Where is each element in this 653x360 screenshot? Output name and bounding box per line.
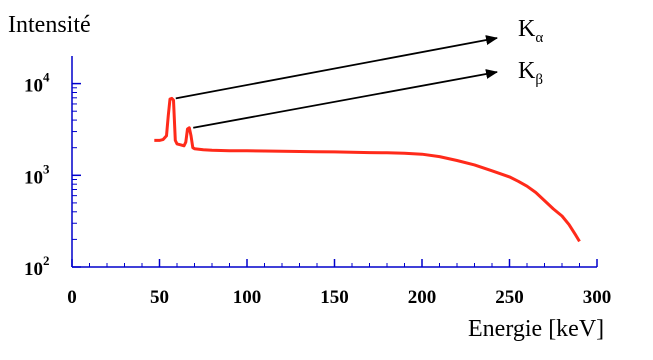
y-tick-label: 102 [24, 253, 50, 280]
axes: 0 50 100 150 200 250 300 102 103 104 [24, 56, 611, 308]
x-tick-label: 300 [583, 287, 612, 308]
series-layer [154, 96, 581, 243]
x-tick-label: 200 [408, 287, 437, 308]
x-tick-label: 0 [67, 287, 77, 308]
x-tick-label: 50 [150, 287, 169, 308]
x-axis-label: Energie [keV] [468, 316, 605, 342]
series-line [154, 96, 581, 243]
x-tick-label: 100 [233, 287, 262, 308]
annotation-layer [175, 35, 498, 129]
annotation-k-beta-base: K [518, 58, 536, 84]
y-tick-label: 104 [24, 70, 50, 97]
y-tick-exponent: 4 [43, 70, 50, 85]
y-axis-label: Intensité [8, 12, 91, 38]
annotation-k-alpha-base: K [518, 16, 536, 42]
annotation-k-alpha: Kα [518, 16, 543, 47]
x-tick-label: 250 [495, 287, 524, 308]
annotation-arrow [175, 35, 498, 100]
annotation-k-beta: Kβ [518, 58, 543, 89]
y-tick-exponent: 2 [43, 253, 50, 268]
x-tick-label: 150 [320, 287, 349, 308]
annotation-arrow [193, 69, 498, 129]
y-tick-label: 103 [24, 161, 50, 188]
y-tick-exponent: 3 [43, 161, 50, 176]
annotation-k-beta-sub: β [535, 71, 543, 88]
annotation-k-alpha-sub: α [535, 29, 544, 46]
